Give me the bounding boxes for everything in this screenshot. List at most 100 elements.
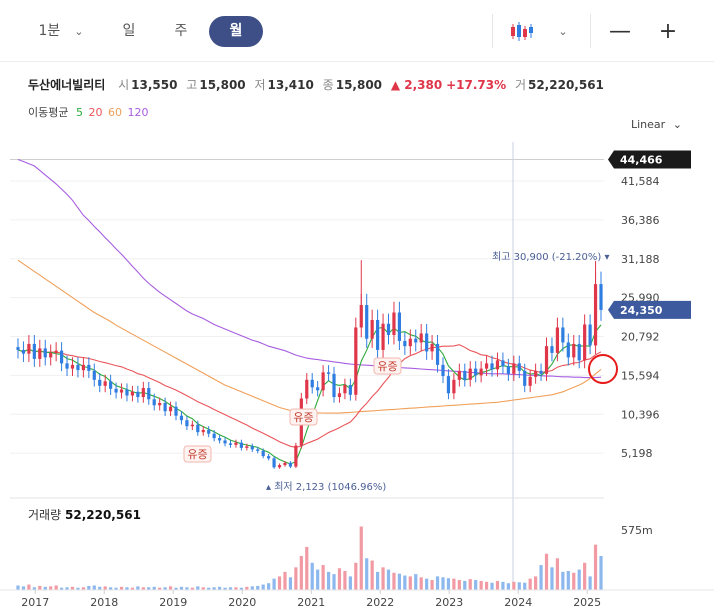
candle <box>81 364 85 371</box>
candle <box>501 360 505 367</box>
volume-bar <box>403 575 407 590</box>
volume-bar <box>223 587 227 590</box>
zoom-in-button[interactable]: + <box>658 19 678 44</box>
volume-bar <box>174 587 178 590</box>
tab-week[interactable]: 주 <box>174 23 188 39</box>
candle <box>583 324 587 361</box>
volume-bar <box>430 580 434 590</box>
volume-label: 거 <box>514 78 526 92</box>
volume-bar <box>43 586 47 590</box>
candle <box>370 320 374 339</box>
low-label: 저 <box>254 78 266 92</box>
candle <box>490 363 494 370</box>
volume-bar <box>136 586 140 590</box>
tab-day[interactable]: 일 <box>122 23 136 39</box>
volume-bar <box>81 587 85 590</box>
candle <box>310 379 314 388</box>
candle <box>190 424 194 427</box>
volume-bar <box>517 582 521 590</box>
chart-type-chevron-icon[interactable]: ⌄ <box>558 25 568 38</box>
ma-20: 20 <box>88 106 103 119</box>
low-value: 13,410 <box>267 78 314 92</box>
y-tick-label: 31,188 <box>621 253 660 266</box>
candle <box>381 323 385 350</box>
volume-bar <box>59 587 64 590</box>
price-chart[interactable]: 41,58436,38631,18825,99020,79215,59410,3… <box>0 140 714 609</box>
event-badge <box>373 357 402 375</box>
volume-bar <box>212 587 216 590</box>
x-tick-label: 2025 <box>573 596 601 609</box>
x-tick-label: 2021 <box>297 596 325 609</box>
volume-bar <box>299 556 303 590</box>
volume-bar <box>277 576 282 590</box>
candle <box>261 450 265 457</box>
volume-bar <box>141 587 145 590</box>
volume-bar <box>419 577 423 590</box>
current-price-tag <box>608 300 691 319</box>
x-tick-label: 2024 <box>504 596 532 609</box>
volume-bar <box>114 587 118 590</box>
candle <box>168 406 173 412</box>
volume-bar <box>425 578 429 590</box>
chevron-down-icon: ⌄ <box>672 118 682 131</box>
candle <box>283 462 287 466</box>
candle <box>223 440 227 444</box>
volume-bar <box>103 586 107 590</box>
toolbar-rule <box>0 61 714 62</box>
zoom-out-button[interactable]: — <box>609 19 631 44</box>
open-value: 13,550 <box>131 78 178 92</box>
candle <box>38 348 42 359</box>
chart-type-button[interactable] <box>500 16 544 47</box>
volume-bar <box>245 586 249 590</box>
volume-tick-label: 575m <box>621 524 653 537</box>
volume-bar <box>490 582 494 590</box>
volume-bar <box>217 586 222 590</box>
candle <box>65 363 69 369</box>
volume-bar <box>16 585 20 590</box>
candle <box>163 403 167 412</box>
candle <box>403 340 407 347</box>
volume-bar <box>354 562 358 590</box>
volume-bar <box>566 570 570 590</box>
volume-bar <box>250 586 254 590</box>
volume-bar <box>376 571 380 590</box>
open-label: 시 <box>118 78 130 92</box>
volume-legend-bg <box>22 503 132 525</box>
candle <box>185 420 189 427</box>
volume-bar <box>163 587 167 590</box>
scale-mode-label: Linear <box>631 118 666 131</box>
x-tick-label: 2017 <box>21 596 49 609</box>
volume-bar <box>452 578 456 590</box>
volume-bar <box>577 569 581 590</box>
toolbar-divider <box>590 14 591 48</box>
candle <box>70 364 75 369</box>
candle <box>87 364 91 371</box>
volume-bar <box>305 546 309 590</box>
y-tick-label: 20,792 <box>621 331 660 344</box>
y-tick-label: 15,594 <box>621 369 660 382</box>
candle <box>484 363 489 369</box>
volume-bar <box>49 586 53 590</box>
high-value: 15,800 <box>199 78 246 92</box>
candle <box>174 406 178 416</box>
candle <box>523 370 527 386</box>
candle <box>217 438 222 441</box>
volume-bar <box>408 576 412 590</box>
candle <box>528 376 532 386</box>
volume-bar <box>65 587 69 590</box>
moving-average-legend[interactable]: 이동평균 5 20 60 120 <box>28 104 152 120</box>
x-tick-label: 2018 <box>90 596 118 609</box>
volume-bar <box>523 582 527 590</box>
volume-bar <box>365 558 369 590</box>
volume-value: 52,220,561 <box>527 78 604 92</box>
candle <box>294 445 298 467</box>
candle <box>158 403 162 406</box>
candle <box>572 343 576 358</box>
scale-mode-dropdown[interactable]: Linear ⌄ <box>631 118 682 131</box>
volume-bar <box>321 565 325 590</box>
volume-bar <box>512 581 516 590</box>
candle <box>125 389 129 396</box>
interval-1min-dropdown[interactable]: 1분 ⌄ <box>26 16 96 47</box>
volume-title-value: 52,220,561 <box>65 508 141 522</box>
tab-month[interactable]: 월 <box>209 16 263 47</box>
